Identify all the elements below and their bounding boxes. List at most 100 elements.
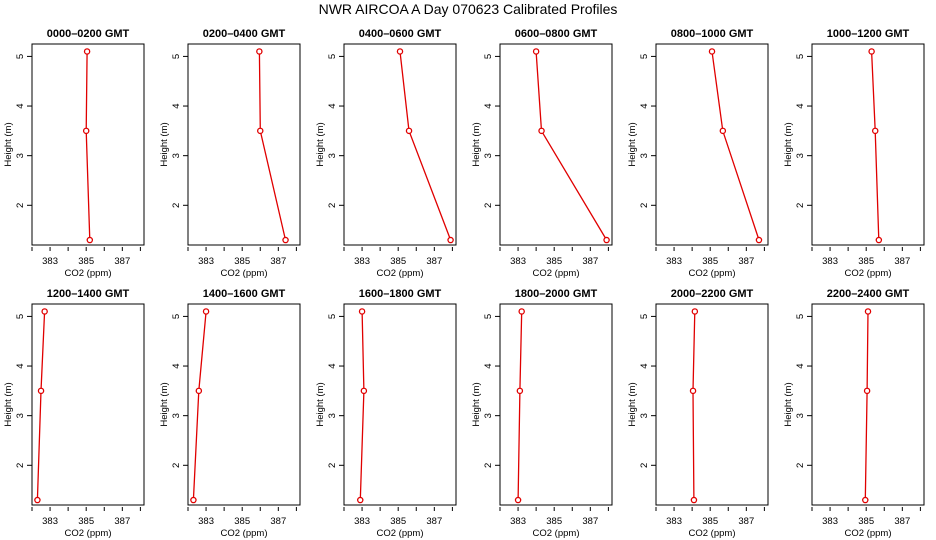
plot-frame [31,303,145,506]
data-point [862,496,869,504]
x-tick-label: 385 [78,256,94,267]
plot-frame [499,303,613,506]
y-axis-label: Height (m) [159,122,170,166]
y-tick-label: 4 [639,103,650,108]
plot-frame [655,303,769,506]
data-point [868,48,875,55]
y-axis-label: Height (m) [783,382,794,426]
data-point [195,387,203,395]
y-tick-label: 2 [327,463,338,468]
y-tick-label: 3 [327,153,338,158]
profile-line [692,311,696,501]
x-tick-label: 385 [390,256,406,267]
y-tick-label: 5 [327,54,338,59]
plot-frame [31,43,145,246]
x-tick-label: 383 [354,516,370,527]
x-axis-label: CO2 (ppm) [845,268,892,279]
x-axis-label: CO2 (ppm) [689,268,736,279]
panel-title: 1400–1600 GMT [203,288,286,300]
y-tick-label: 3 [483,153,494,158]
x-tick-label: 383 [666,516,682,527]
profile-line [258,51,287,241]
y-tick-label: 2 [639,203,650,208]
y-tick-label: 4 [171,103,182,108]
x-tick-label: 387 [738,256,754,267]
y-tick-label: 3 [639,153,650,158]
x-tick-label: 387 [894,516,910,527]
profile-line [864,311,869,501]
data-point [514,496,522,504]
x-tick-label: 383 [822,516,838,527]
y-axis-label: Height (m) [315,382,326,426]
data-point [256,48,263,55]
data-point [37,387,45,395]
profile-line [711,51,760,241]
data-point [86,236,94,244]
panel-title: 1000–1200 GMT [827,28,910,40]
data-point [871,127,879,135]
panel-title: 1600–1800 GMT [359,288,442,300]
y-tick-label: 2 [15,203,26,208]
x-tick-label: 387 [582,516,598,527]
data-point [447,236,454,244]
panel-title: 1200–1400 GMT [47,288,130,300]
data-point [516,387,524,395]
y-axis-label: Height (m) [627,382,638,426]
x-axis-label: CO2 (ppm) [377,268,424,279]
panel-title: 0000–0200 GMT [47,28,130,40]
y-tick-label: 3 [171,153,182,158]
y-axis-label: Height (m) [3,122,14,166]
plot-frame [187,303,301,506]
plot-frame [187,43,301,246]
y-tick-label: 4 [327,103,338,108]
y-tick-label: 5 [15,54,26,59]
x-tick-label: 383 [510,516,526,527]
x-tick-label: 383 [42,256,58,267]
y-tick-label: 3 [171,413,182,418]
y-tick-label: 3 [795,413,806,418]
y-tick-label: 5 [795,314,806,319]
data-point [755,236,763,244]
plot-frame [811,303,925,506]
y-axis-label: Height (m) [315,122,326,166]
data-point [358,308,366,315]
plot-frame [499,43,613,246]
y-axis-label: Height (m) [627,122,638,166]
x-tick-label: 387 [426,256,442,267]
y-tick-label: 3 [327,413,338,418]
data-point [708,48,716,55]
y-tick-label: 5 [171,54,182,59]
y-axis-label: Height (m) [783,122,794,166]
data-point [864,308,872,315]
x-tick-label: 387 [270,256,286,267]
y-tick-label: 5 [795,54,806,59]
y-tick-label: 2 [15,463,26,468]
y-tick-label: 2 [795,203,806,208]
panel-title: 1800–2000 GMT [515,288,598,300]
y-axis-label: Height (m) [3,382,14,426]
data-point [396,48,404,55]
x-axis-label: CO2 (ppm) [689,528,736,539]
panel-title: 2200–2400 GMT [827,288,910,300]
data-point [82,127,90,135]
x-axis-label: CO2 (ppm) [65,268,112,279]
y-tick-label: 4 [171,363,182,368]
y-axis-label: Height (m) [471,122,482,166]
data-point [202,308,210,315]
data-point [282,236,289,244]
x-tick-label: 387 [114,516,130,527]
y-tick-label: 3 [639,413,650,418]
plot-frame [811,43,925,246]
x-axis-label: CO2 (ppm) [221,268,268,279]
x-tick-label: 383 [510,256,526,267]
y-tick-label: 5 [15,314,26,319]
x-tick-label: 387 [738,516,754,527]
